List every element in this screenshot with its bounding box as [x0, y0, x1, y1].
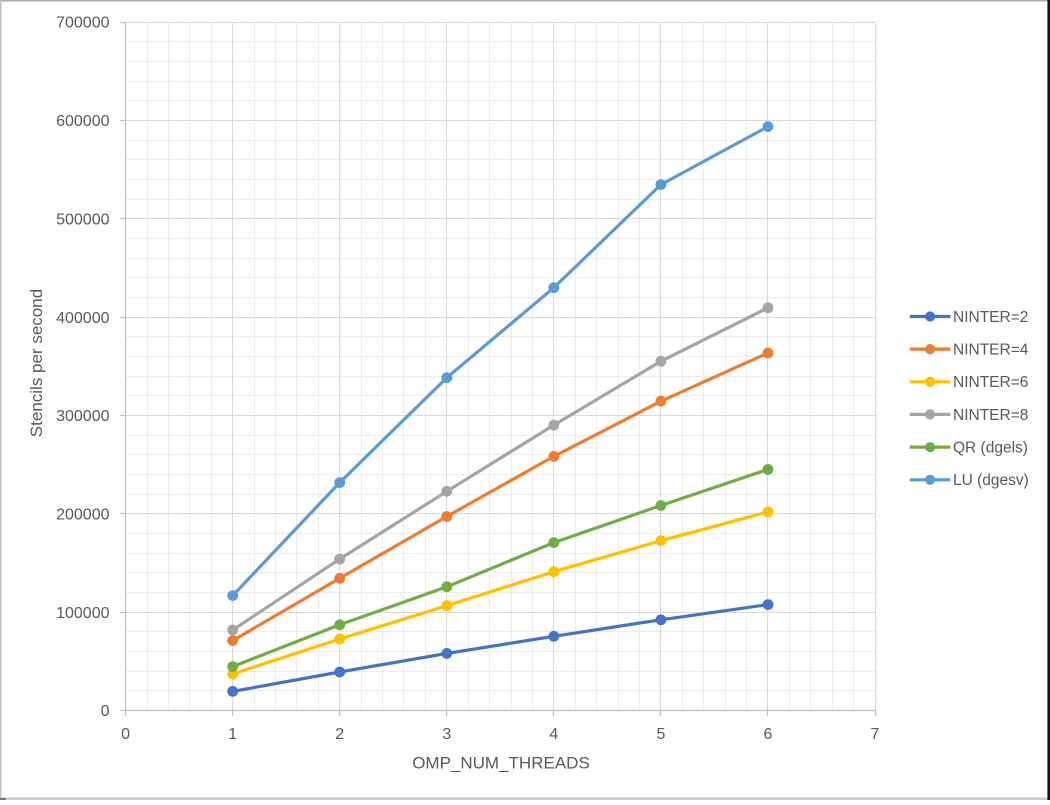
svg-text:4: 4 [549, 726, 558, 743]
svg-text:500000: 500000 [56, 211, 109, 228]
svg-text:7: 7 [871, 726, 880, 743]
svg-text:0: 0 [101, 703, 110, 720]
svg-text:300000: 300000 [56, 408, 109, 425]
svg-text:200000: 200000 [56, 507, 109, 524]
svg-text:5: 5 [656, 726, 665, 743]
svg-text:600000: 600000 [56, 113, 109, 130]
svg-text:1: 1 [228, 726, 237, 743]
svg-text:6: 6 [764, 726, 773, 743]
svg-text:NINTER=2: NINTER=2 [953, 309, 1028, 326]
svg-text:QR (dgels): QR (dgels) [953, 440, 1028, 457]
svg-text:NINTER=4: NINTER=4 [953, 342, 1029, 359]
svg-text:OMP_NUM_THREADS: OMP_NUM_THREADS [412, 754, 590, 773]
svg-text:2: 2 [335, 726, 344, 743]
svg-text:NINTER=6: NINTER=6 [953, 374, 1028, 391]
svg-text:NINTER=8: NINTER=8 [953, 407, 1028, 424]
svg-text:400000: 400000 [56, 310, 109, 327]
svg-text:100000: 100000 [56, 605, 109, 622]
svg-text:LU (dgesv): LU (dgesv) [953, 472, 1029, 489]
svg-text:Stencils per second: Stencils per second [27, 289, 46, 437]
svg-text:700000: 700000 [56, 15, 109, 32]
svg-text:0: 0 [121, 726, 130, 743]
svg-text:3: 3 [442, 726, 451, 743]
